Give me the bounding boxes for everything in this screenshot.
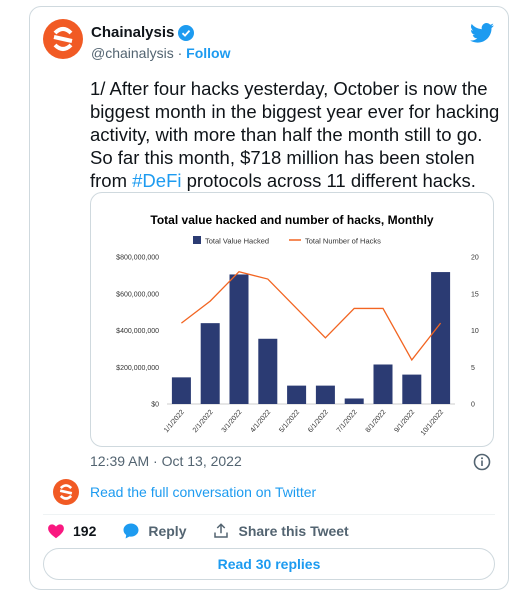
read-conversation-link[interactable]: Read the full conversation on Twitter bbox=[90, 484, 317, 500]
like-count: 192 bbox=[73, 523, 97, 539]
y-left-tick-label: $600,000,000 bbox=[116, 291, 159, 298]
bar-4-1-2022 bbox=[258, 338, 278, 404]
x-tick-label: 1/1/2022 bbox=[163, 409, 186, 434]
x-tick-label: 3/1/2022 bbox=[221, 409, 244, 434]
x-tick-label: 2/1/2022 bbox=[192, 409, 215, 434]
legend-swatch-total-value-hacked bbox=[193, 236, 201, 244]
x-tick-label: 10/1/2022 bbox=[420, 409, 445, 437]
author-row[interactable]: Chainalysis bbox=[91, 24, 195, 41]
tweet-card: Chainalysis @chainalysis · Follow 1/ Aft… bbox=[29, 6, 509, 590]
x-tick-label: 5/1/2022 bbox=[278, 409, 301, 434]
follow-button[interactable]: Follow bbox=[186, 45, 231, 61]
tweet-text-part-1: 1/ After four hacks yesterday, October i… bbox=[90, 78, 500, 191]
x-tick-label: 6/1/2022 bbox=[307, 409, 330, 434]
legend-label-total-value-hacked: Total Value Hacked bbox=[205, 237, 269, 246]
x-tick-label: 7/1/2022 bbox=[336, 409, 359, 434]
chart-svg: Total value hacked and number of hacks, … bbox=[116, 213, 479, 437]
y-left-tick-label: $200,000,000 bbox=[116, 365, 159, 372]
chainalysis-logo-small-icon[interactable] bbox=[53, 479, 79, 505]
info-icon[interactable] bbox=[473, 453, 491, 471]
share-icon bbox=[214, 523, 229, 538]
reply-button[interactable]: Reply bbox=[122, 522, 186, 540]
tweet-text: 1/ After four hacks yesterday, October i… bbox=[90, 77, 500, 192]
share-button[interactable]: Share this Tweet bbox=[212, 522, 349, 540]
tweet-text-part-2: protocols across 11 different hacks. bbox=[181, 170, 476, 191]
y-left-tick-label: $0 bbox=[151, 402, 159, 409]
verified-badge-icon bbox=[178, 24, 195, 41]
bar-5-1-2022 bbox=[287, 385, 307, 404]
x-tick-label: 8/1/2022 bbox=[365, 409, 388, 434]
heart-icon bbox=[48, 524, 64, 539]
y-right-tick-label: 5 bbox=[471, 365, 475, 372]
tweet-timestamp[interactable]: 12:39 AM · Oct 13, 2022 bbox=[90, 453, 242, 469]
action-bar: 192 Reply Share this Tweet bbox=[47, 522, 375, 540]
chart-title: Total value hacked and number of hacks, … bbox=[150, 213, 433, 227]
twitter-bird-icon[interactable] bbox=[470, 23, 494, 43]
chart-image[interactable]: Total value hacked and number of hacks, … bbox=[90, 192, 494, 447]
bar-1-1-2022 bbox=[171, 377, 191, 404]
author-name[interactable]: Chainalysis bbox=[91, 24, 175, 41]
read-replies-button[interactable]: Read 30 replies bbox=[43, 548, 495, 580]
y-left-tick-label: $400,000,000 bbox=[116, 328, 159, 335]
like-button[interactable]: 192 bbox=[47, 522, 96, 540]
divider bbox=[43, 514, 495, 515]
separator-dot: · bbox=[177, 45, 187, 61]
x-tick-label: 4/1/2022 bbox=[249, 409, 272, 434]
author-handle[interactable]: @chainalysis bbox=[91, 45, 174, 61]
author-handle-row: @chainalysis · Follow bbox=[91, 45, 230, 61]
hashtag-link[interactable]: #DeFi bbox=[132, 170, 182, 191]
bar-8-1-2022 bbox=[373, 364, 393, 404]
reply-label: Reply bbox=[148, 523, 187, 539]
bar-6-1-2022 bbox=[315, 385, 335, 404]
y-right-tick-label: 20 bbox=[471, 255, 479, 262]
bar-10-1-2022 bbox=[431, 272, 451, 404]
hacks-count-line bbox=[181, 270, 442, 362]
y-right-tick-label: 15 bbox=[471, 291, 479, 298]
bar-7-1-2022 bbox=[344, 398, 364, 404]
bar-3-1-2022 bbox=[229, 274, 249, 404]
share-label: Share this Tweet bbox=[238, 523, 349, 539]
legend-label-number-of-hacks: Total Number of Hacks bbox=[305, 237, 381, 246]
chainalysis-logo-icon[interactable] bbox=[43, 19, 83, 59]
y-left-tick-label: $800,000,000 bbox=[116, 255, 159, 262]
bar-9-1-2022 bbox=[402, 374, 422, 404]
y-right-tick-label: 0 bbox=[471, 402, 475, 409]
x-tick-label: 9/1/2022 bbox=[393, 409, 416, 434]
speech-bubble-icon bbox=[123, 523, 139, 539]
bar-2-1-2022 bbox=[200, 323, 220, 404]
y-right-tick-label: 10 bbox=[471, 328, 479, 335]
